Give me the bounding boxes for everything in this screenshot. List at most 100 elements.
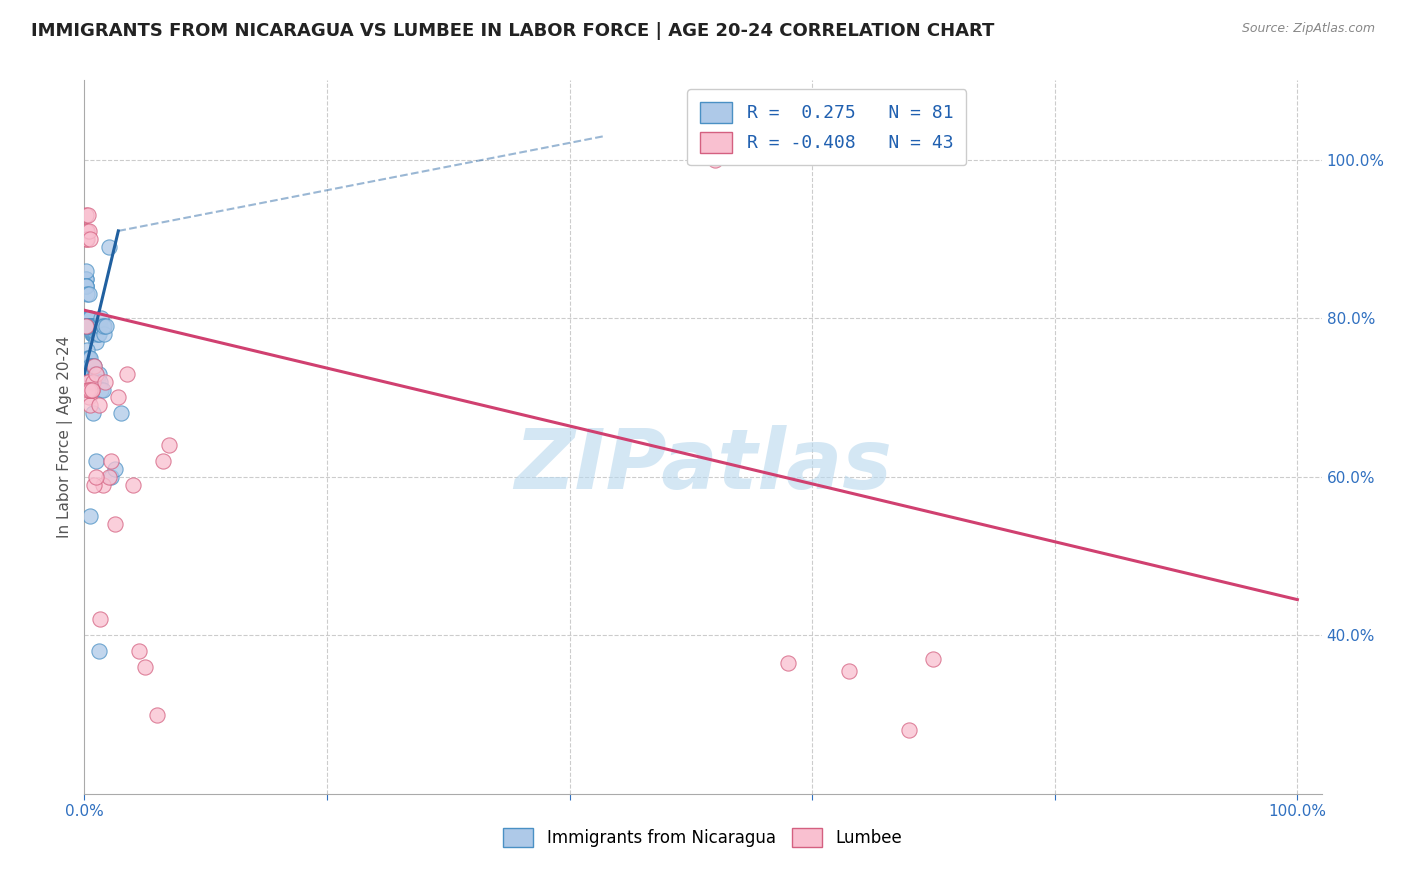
Point: [76, 375, 98, 389]
Point: [100, 454, 122, 468]
Point: [83, 375, 105, 389]
Point: [77, 311, 100, 326]
Point: [157, 438, 180, 452]
Point: [152, 454, 174, 468]
Point: [76, 319, 98, 334]
Point: [86, 367, 108, 381]
Point: [84, 326, 107, 341]
Point: [79, 319, 101, 334]
Point: [87, 367, 110, 381]
Point: [79, 311, 101, 326]
Point: [86, 326, 108, 341]
Point: [86, 334, 108, 349]
Point: [79, 232, 101, 246]
Point: [86, 469, 108, 483]
Point: [79, 319, 101, 334]
Point: [77, 224, 100, 238]
Point: [146, 707, 169, 722]
Point: [77, 359, 100, 373]
Point: [115, 367, 138, 381]
Point: [122, 477, 145, 491]
Text: Source: ZipAtlas.com: Source: ZipAtlas.com: [1241, 22, 1375, 36]
Point: [77, 359, 100, 373]
Point: [76, 359, 98, 373]
Point: [75, 208, 97, 222]
Point: [83, 326, 105, 341]
Point: [76, 224, 98, 238]
Point: [75, 319, 97, 334]
Point: [104, 462, 127, 476]
Point: [91, 477, 114, 491]
Point: [87, 326, 110, 341]
Point: [76, 319, 98, 334]
Point: [80, 383, 103, 397]
Point: [86, 454, 108, 468]
Point: [76, 343, 98, 357]
Point: [100, 469, 122, 483]
Point: [90, 311, 112, 326]
Point: [83, 359, 105, 373]
Point: [76, 232, 98, 246]
Point: [79, 359, 101, 373]
Point: [75, 271, 97, 285]
Point: [79, 398, 101, 412]
Point: [77, 319, 100, 334]
Point: [104, 517, 127, 532]
Point: [75, 279, 97, 293]
Point: [77, 319, 100, 334]
Point: [898, 723, 921, 738]
Point: [77, 287, 100, 301]
Point: [86, 367, 108, 381]
Point: [83, 319, 105, 334]
Point: [93, 326, 115, 341]
Point: [84, 367, 107, 381]
Point: [80, 383, 103, 397]
Point: [77, 351, 100, 365]
Point: [922, 652, 945, 666]
Point: [79, 351, 101, 365]
Point: [77, 367, 100, 381]
Y-axis label: In Labor Force | Age 20-24: In Labor Force | Age 20-24: [58, 336, 73, 538]
Point: [80, 359, 103, 373]
Point: [75, 319, 97, 334]
Point: [90, 383, 112, 397]
Point: [79, 509, 101, 524]
Point: [107, 391, 129, 405]
Point: [91, 319, 114, 334]
Point: [76, 287, 98, 301]
Point: [89, 375, 111, 389]
Point: [89, 319, 111, 334]
Point: [76, 367, 98, 381]
Point: [77, 383, 100, 397]
Point: [77, 391, 100, 405]
Point: [82, 326, 104, 341]
Point: [82, 406, 104, 420]
Point: [77, 319, 100, 334]
Point: [76, 319, 98, 334]
Point: [128, 644, 150, 658]
Point: [75, 224, 97, 238]
Point: [77, 351, 100, 365]
Point: [76, 351, 98, 365]
Point: [134, 660, 156, 674]
Point: [75, 319, 97, 334]
Point: [80, 326, 103, 341]
Point: [76, 319, 98, 334]
Point: [77, 383, 100, 397]
Point: [77, 311, 100, 326]
Point: [77, 311, 100, 326]
Point: [80, 367, 103, 381]
Point: [75, 279, 97, 293]
Point: [75, 319, 97, 334]
Point: [77, 208, 100, 222]
Point: [93, 319, 115, 334]
Point: [97, 240, 120, 254]
Point: [80, 319, 103, 334]
Text: IMMIGRANTS FROM NICARAGUA VS LUMBEE IN LABOR FORCE | AGE 20-24 CORRELATION CHART: IMMIGRANTS FROM NICARAGUA VS LUMBEE IN L…: [31, 22, 994, 40]
Point: [75, 232, 97, 246]
Point: [86, 319, 108, 334]
Point: [75, 279, 97, 293]
Point: [82, 375, 104, 389]
Point: [704, 153, 727, 167]
Point: [77, 319, 100, 334]
